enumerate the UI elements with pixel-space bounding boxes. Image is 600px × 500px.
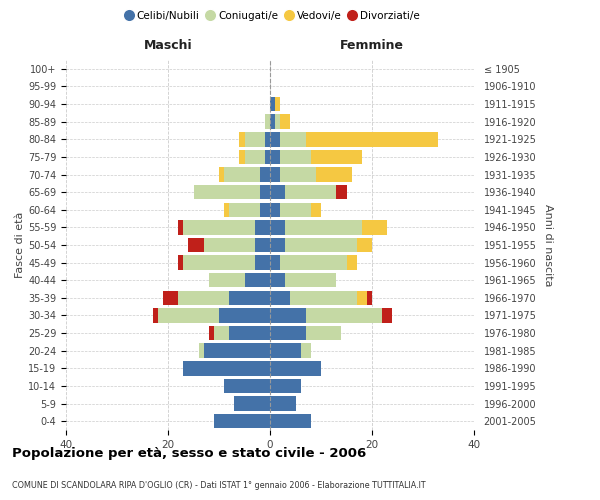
Bar [316, 168, 352, 181]
Bar [270, 414, 311, 428]
Bar [184, 256, 255, 270]
Bar [214, 414, 270, 428]
Bar [265, 150, 270, 164]
Bar [270, 308, 306, 322]
Bar [158, 308, 219, 322]
Bar [209, 326, 214, 340]
Bar [270, 290, 290, 305]
Bar [270, 361, 321, 376]
Bar [224, 378, 270, 393]
Bar [286, 273, 337, 287]
Bar [224, 168, 260, 181]
Bar [260, 168, 270, 181]
Bar [306, 132, 438, 146]
Bar [184, 361, 270, 376]
Bar [204, 238, 254, 252]
Bar [270, 168, 280, 181]
Bar [178, 220, 184, 234]
Bar [270, 238, 286, 252]
Bar [275, 114, 280, 129]
Bar [362, 220, 388, 234]
Bar [193, 185, 260, 200]
Bar [219, 308, 270, 322]
Bar [286, 185, 337, 200]
Y-axis label: Fasce di età: Fasce di età [15, 212, 25, 278]
Bar [286, 238, 357, 252]
Legend: Celibi/Nubili, Coniugati/e, Vedovi/e, Divorziati/e: Celibi/Nubili, Coniugati/e, Vedovi/e, Di… [123, 8, 423, 24]
Bar [311, 202, 321, 217]
Bar [184, 220, 255, 234]
Bar [260, 202, 270, 217]
Bar [382, 308, 392, 322]
Bar [270, 273, 286, 287]
Bar [245, 132, 265, 146]
Bar [163, 290, 178, 305]
Bar [280, 114, 290, 129]
Bar [229, 290, 270, 305]
Text: Popolazione per età, sesso e stato civile - 2006: Popolazione per età, sesso e stato civil… [12, 448, 366, 460]
Bar [275, 97, 280, 112]
Bar [204, 344, 270, 358]
Bar [239, 132, 245, 146]
Bar [178, 256, 184, 270]
Bar [265, 114, 270, 129]
Bar [178, 290, 229, 305]
Bar [260, 185, 270, 200]
Bar [270, 326, 306, 340]
Bar [188, 238, 204, 252]
Bar [280, 202, 311, 217]
Bar [270, 256, 280, 270]
Bar [280, 150, 311, 164]
Bar [219, 168, 224, 181]
Bar [270, 220, 286, 234]
Bar [347, 256, 356, 270]
Bar [265, 132, 270, 146]
Bar [337, 185, 347, 200]
Bar [254, 256, 270, 270]
Bar [224, 202, 229, 217]
Bar [367, 290, 372, 305]
Bar [280, 132, 306, 146]
Bar [245, 273, 270, 287]
Bar [270, 150, 280, 164]
Bar [270, 185, 286, 200]
Bar [229, 326, 270, 340]
Bar [270, 132, 280, 146]
Bar [270, 97, 275, 112]
Bar [270, 396, 296, 411]
Bar [270, 202, 280, 217]
Bar [306, 326, 341, 340]
Bar [280, 168, 316, 181]
Bar [306, 308, 382, 322]
Bar [229, 202, 260, 217]
Bar [290, 290, 356, 305]
Bar [286, 220, 362, 234]
Bar [214, 326, 229, 340]
Bar [199, 344, 204, 358]
Bar [152, 308, 158, 322]
Bar [311, 150, 362, 164]
Bar [280, 256, 347, 270]
Bar [270, 344, 301, 358]
Bar [254, 220, 270, 234]
Bar [239, 150, 245, 164]
Bar [245, 150, 265, 164]
Text: COMUNE DI SCANDOLARA RIPA D'OGLIO (CR) - Dati ISTAT 1° gennaio 2006 - Elaborazio: COMUNE DI SCANDOLARA RIPA D'OGLIO (CR) -… [12, 480, 425, 490]
Bar [254, 238, 270, 252]
Bar [209, 273, 245, 287]
Bar [356, 290, 367, 305]
Bar [301, 344, 311, 358]
Y-axis label: Anni di nascita: Anni di nascita [543, 204, 553, 286]
Bar [270, 378, 301, 393]
Bar [356, 238, 372, 252]
Bar [235, 396, 270, 411]
Bar [270, 114, 275, 129]
